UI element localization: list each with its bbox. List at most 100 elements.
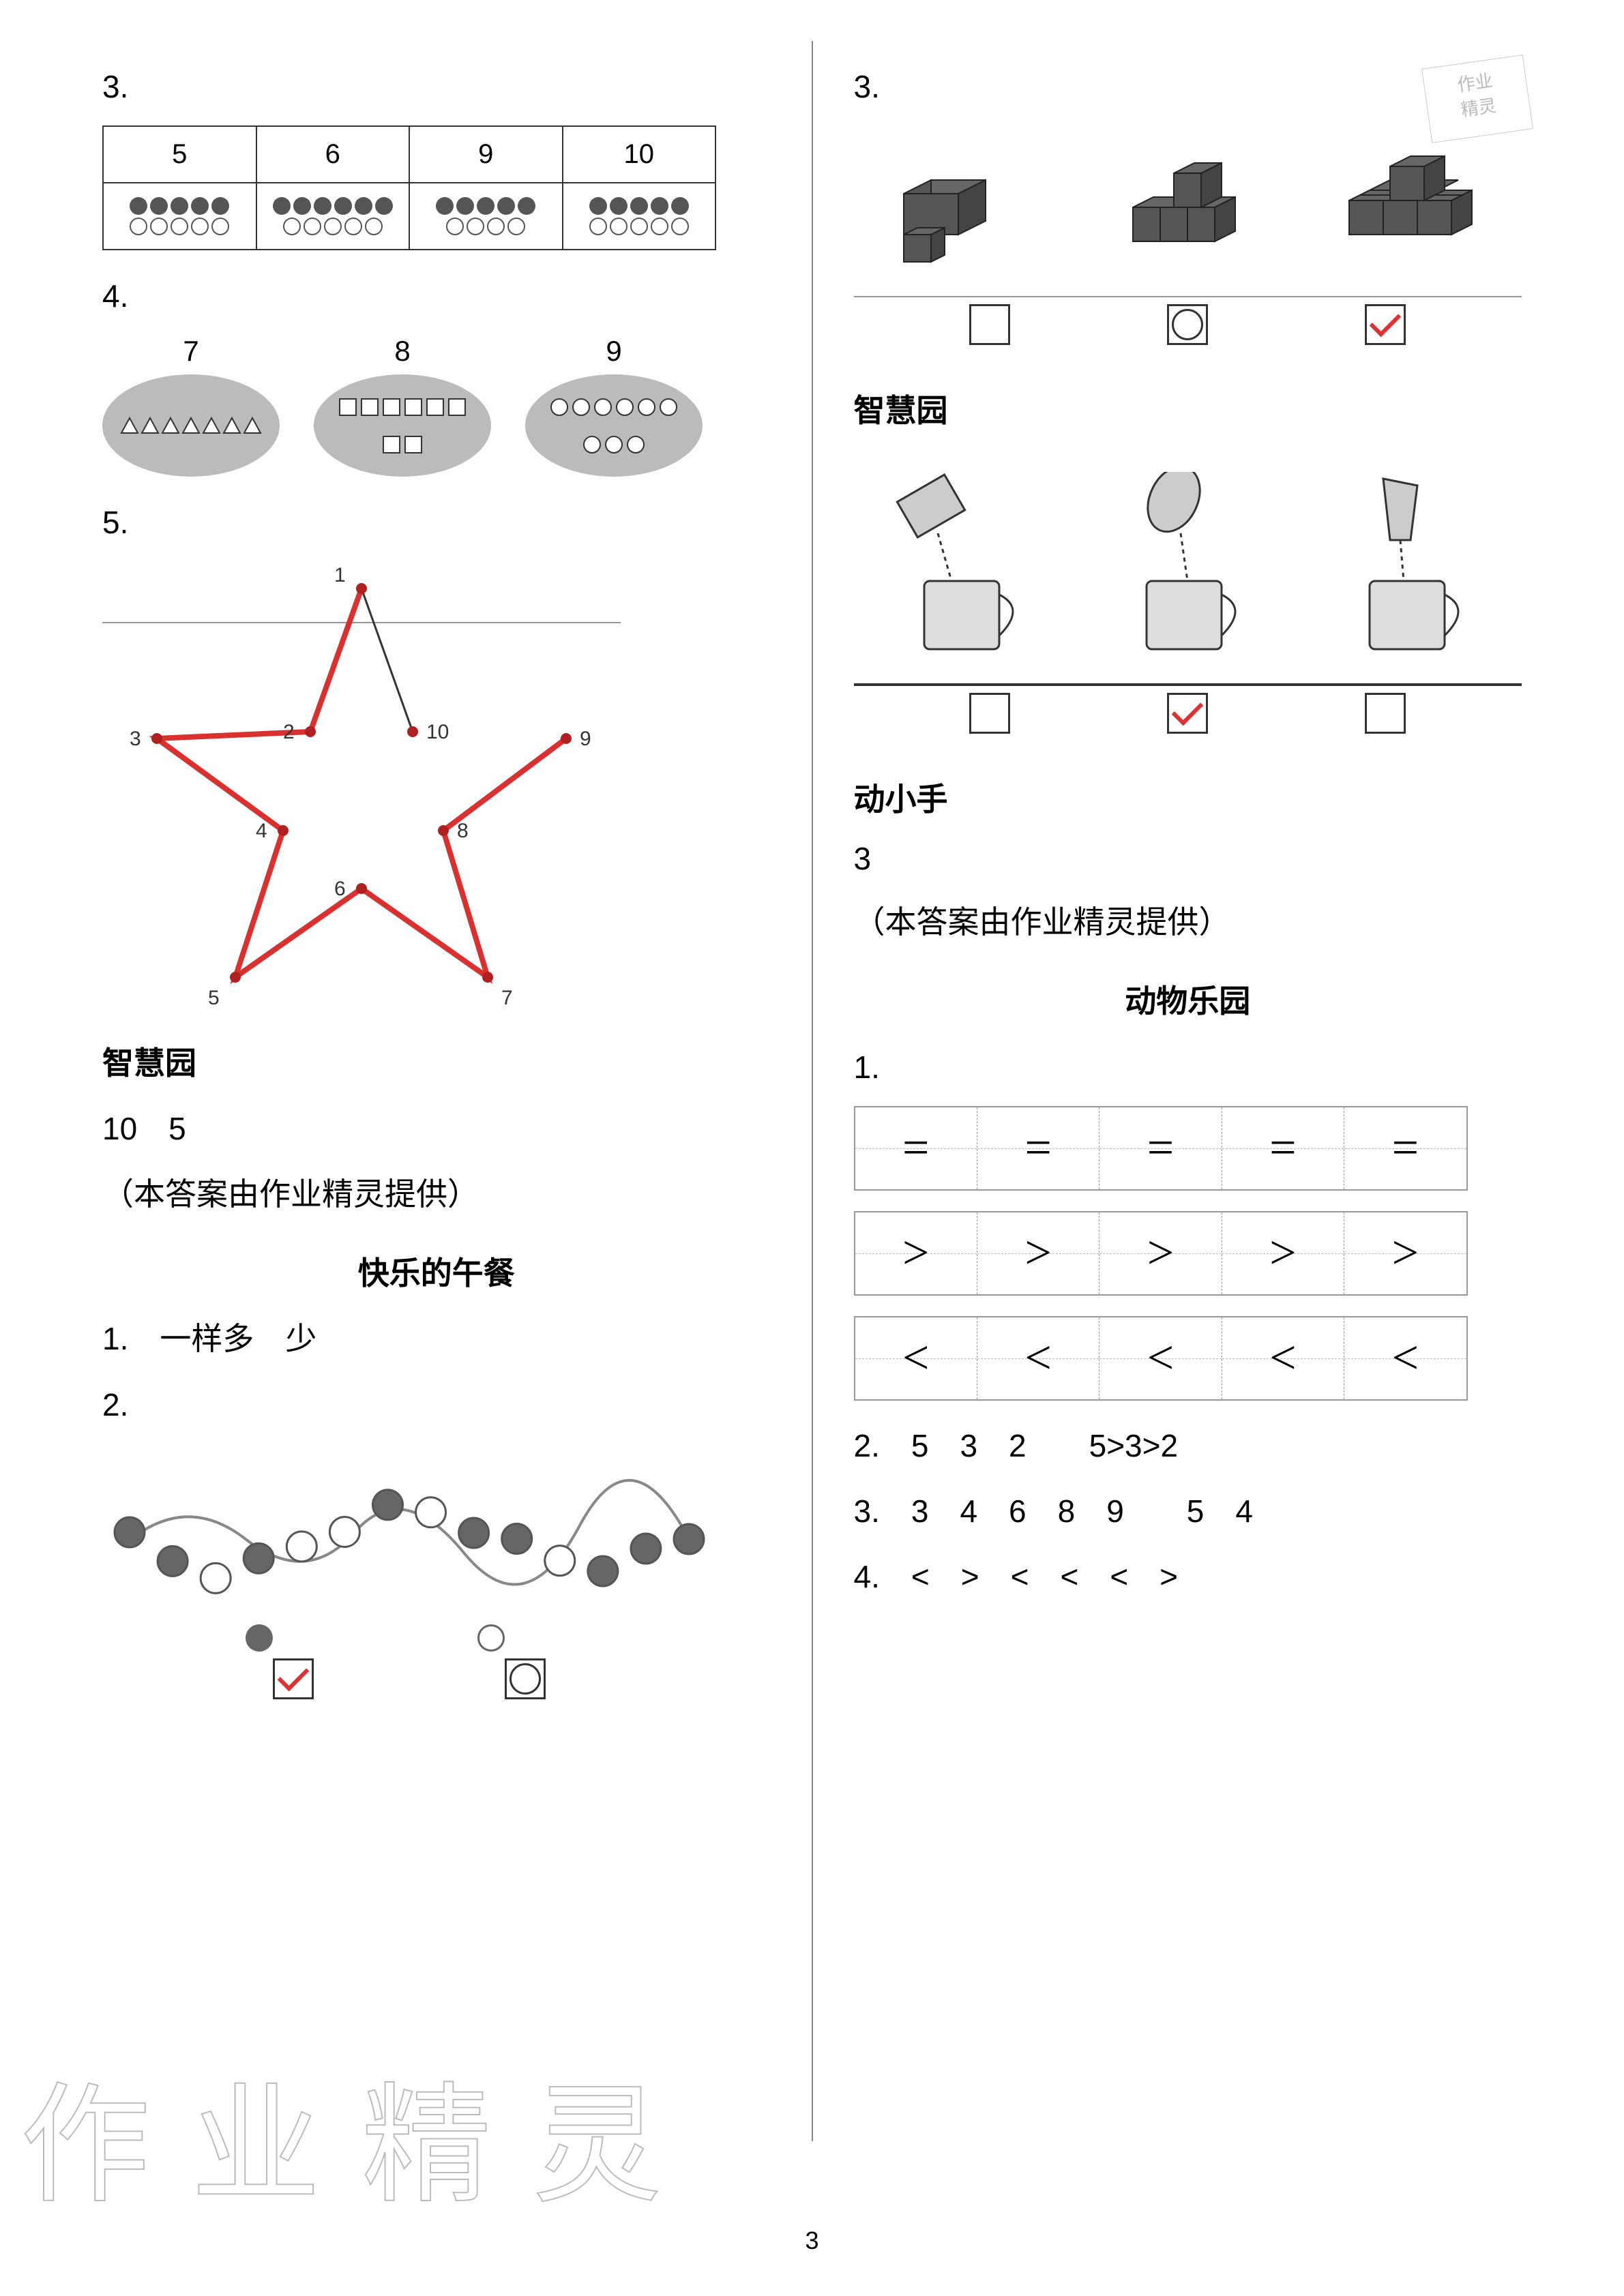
writing-symbol: > (902, 1226, 929, 1281)
table-cell (104, 183, 257, 249)
q3-dots-table: 56910 (102, 125, 716, 250)
cube-shape-1 (876, 146, 1054, 275)
oval-group: 8 (314, 335, 491, 477)
writing-cell: < (1099, 1317, 1222, 1399)
animals-q3: 3. 3 4 6 8 9 5 4 (854, 1487, 1522, 1532)
writing-symbol: > (1147, 1226, 1174, 1281)
oval-shape (102, 374, 280, 477)
zhihui-answer-left: 10 5 (102, 1104, 771, 1149)
cubes-row (854, 125, 1522, 297)
table-header: 9 (410, 127, 563, 182)
table-header: 6 (257, 127, 411, 182)
mug-pour-1 (876, 472, 1054, 663)
bead-open-icon (477, 1624, 505, 1652)
animals-q1-num: 1. (854, 1049, 1522, 1086)
page-content: 3. 56910 4. 789 5. 12345678910 智慧园 10 5 … (0, 0, 1624, 2182)
writing-cell: = (977, 1107, 1099, 1189)
table-header: 5 (104, 127, 257, 182)
checkbox-circle-icon (1167, 304, 1208, 345)
writing-symbol: < (1392, 1331, 1419, 1386)
oval-group: 9 (525, 335, 703, 477)
checkbox-check-icon (273, 1658, 314, 1699)
heading-hands: 动小手 (854, 775, 1522, 820)
svg-text:7: 7 (501, 987, 513, 1004)
writing-symbol: = (1024, 1121, 1051, 1176)
bead-filled-icon (246, 1624, 273, 1652)
writing-row: >>>>> (854, 1211, 1468, 1296)
svg-text:1: 1 (334, 564, 346, 586)
table-header: 10 (563, 127, 715, 182)
writing-cell: < (977, 1317, 1099, 1399)
checkbox-empty-icon (969, 693, 1010, 734)
svg-text:8: 8 (457, 820, 469, 842)
heading-animals: 动物乐园 (854, 976, 1522, 1022)
writing-symbol: = (1269, 1121, 1296, 1176)
oval-shape (314, 374, 491, 477)
writing-symbol: = (1147, 1121, 1174, 1176)
q3-left-num: 3. (102, 68, 771, 105)
heading-lunch: 快乐的午餐 (102, 1249, 771, 1294)
oval-label: 9 (525, 335, 703, 368)
oval-label: 8 (314, 335, 491, 368)
animals-q2: 2. 5 3 2 5>3>2 (854, 1421, 1522, 1466)
page-number: 3 (805, 2226, 818, 2255)
stamp-icon: 作业 精灵 (1421, 55, 1533, 143)
table-cell (410, 183, 563, 249)
svg-text:6: 6 (334, 878, 346, 900)
left-column: 3. 56910 4. 789 5. 12345678910 智慧园 10 5 … (68, 41, 805, 2141)
svg-text:5: 5 (208, 987, 220, 1004)
writing-cell: > (1099, 1212, 1222, 1294)
q3-right-num: 3. (854, 68, 1522, 105)
writing-symbol: < (902, 1331, 929, 1386)
writing-cell: > (855, 1212, 977, 1294)
writing-row: < < < < < (854, 1316, 1468, 1401)
writing-cell: > (1344, 1212, 1466, 1294)
checkbox-empty-icon (969, 304, 1010, 345)
q5-star: 1 2 3 4 5 6 7 8 9 10 (102, 561, 621, 1004)
mug-pour-3 (1322, 472, 1499, 663)
writing-cell: = (855, 1107, 977, 1189)
lunch-q2-num: 2. (102, 1386, 771, 1423)
svg-text:10: 10 (426, 721, 449, 743)
writing-cell: < (855, 1317, 977, 1399)
mug-pour-2 (1099, 472, 1276, 663)
writing-symbol: > (1392, 1226, 1419, 1281)
checkbox-check-icon (1167, 693, 1208, 734)
checkbox-empty-icon (1365, 693, 1406, 734)
table-cell (257, 183, 411, 249)
oval-shape (525, 374, 703, 477)
checkbox-check-icon (1365, 304, 1406, 345)
oval-label: 7 (102, 335, 280, 368)
writing-cell: = (1099, 1107, 1222, 1189)
svg-text:9: 9 (580, 728, 591, 750)
writing-symbol: = (1392, 1121, 1419, 1176)
mugs-row (854, 451, 1522, 686)
cube-shape-2 (1099, 146, 1276, 275)
q5-left-num: 5. (102, 504, 771, 541)
column-divider (812, 41, 813, 2141)
writing-symbol: < (1269, 1331, 1296, 1386)
heading-zhihui-right: 智慧园 (854, 386, 1522, 431)
svg-text:2: 2 (283, 721, 295, 743)
writing-cell: = (1344, 1107, 1466, 1189)
writing-row: = = = = = (854, 1106, 1468, 1191)
cube-shape-3 (1322, 146, 1499, 275)
credit-right: （本答案由作业精灵提供） (854, 897, 1522, 942)
heading-zhihui-left: 智慧园 (102, 1039, 771, 1084)
credit-left: （本答案由作业精灵提供） (102, 1169, 771, 1214)
lunch-q1: 1. 一样多 少 (102, 1314, 771, 1359)
q4-ovals: 7 8 9 (102, 335, 703, 477)
writing-cell: < (1344, 1317, 1466, 1399)
writing-symbol: > (1269, 1226, 1296, 1281)
hands-answer: 3 (854, 840, 1522, 877)
right-column: 作业 精灵 3. 智慧园 动小手 3 （本答案由作业精灵提供） 动物乐园 1. … (820, 41, 1556, 2141)
checkbox-circle-icon (505, 1658, 546, 1699)
writing-symbol: = (902, 1121, 929, 1176)
svg-text:4: 4 (256, 820, 267, 842)
table-cell (563, 183, 715, 249)
beads-figure (102, 1450, 716, 1669)
q4-left-num: 4. (102, 278, 771, 314)
writing-cell: > (1222, 1212, 1344, 1294)
svg-text:3: 3 (130, 728, 141, 750)
writing-symbol: < (1147, 1331, 1174, 1386)
